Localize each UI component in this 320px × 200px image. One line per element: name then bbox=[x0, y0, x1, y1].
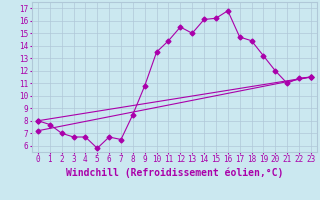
X-axis label: Windchill (Refroidissement éolien,°C): Windchill (Refroidissement éolien,°C) bbox=[66, 167, 283, 178]
